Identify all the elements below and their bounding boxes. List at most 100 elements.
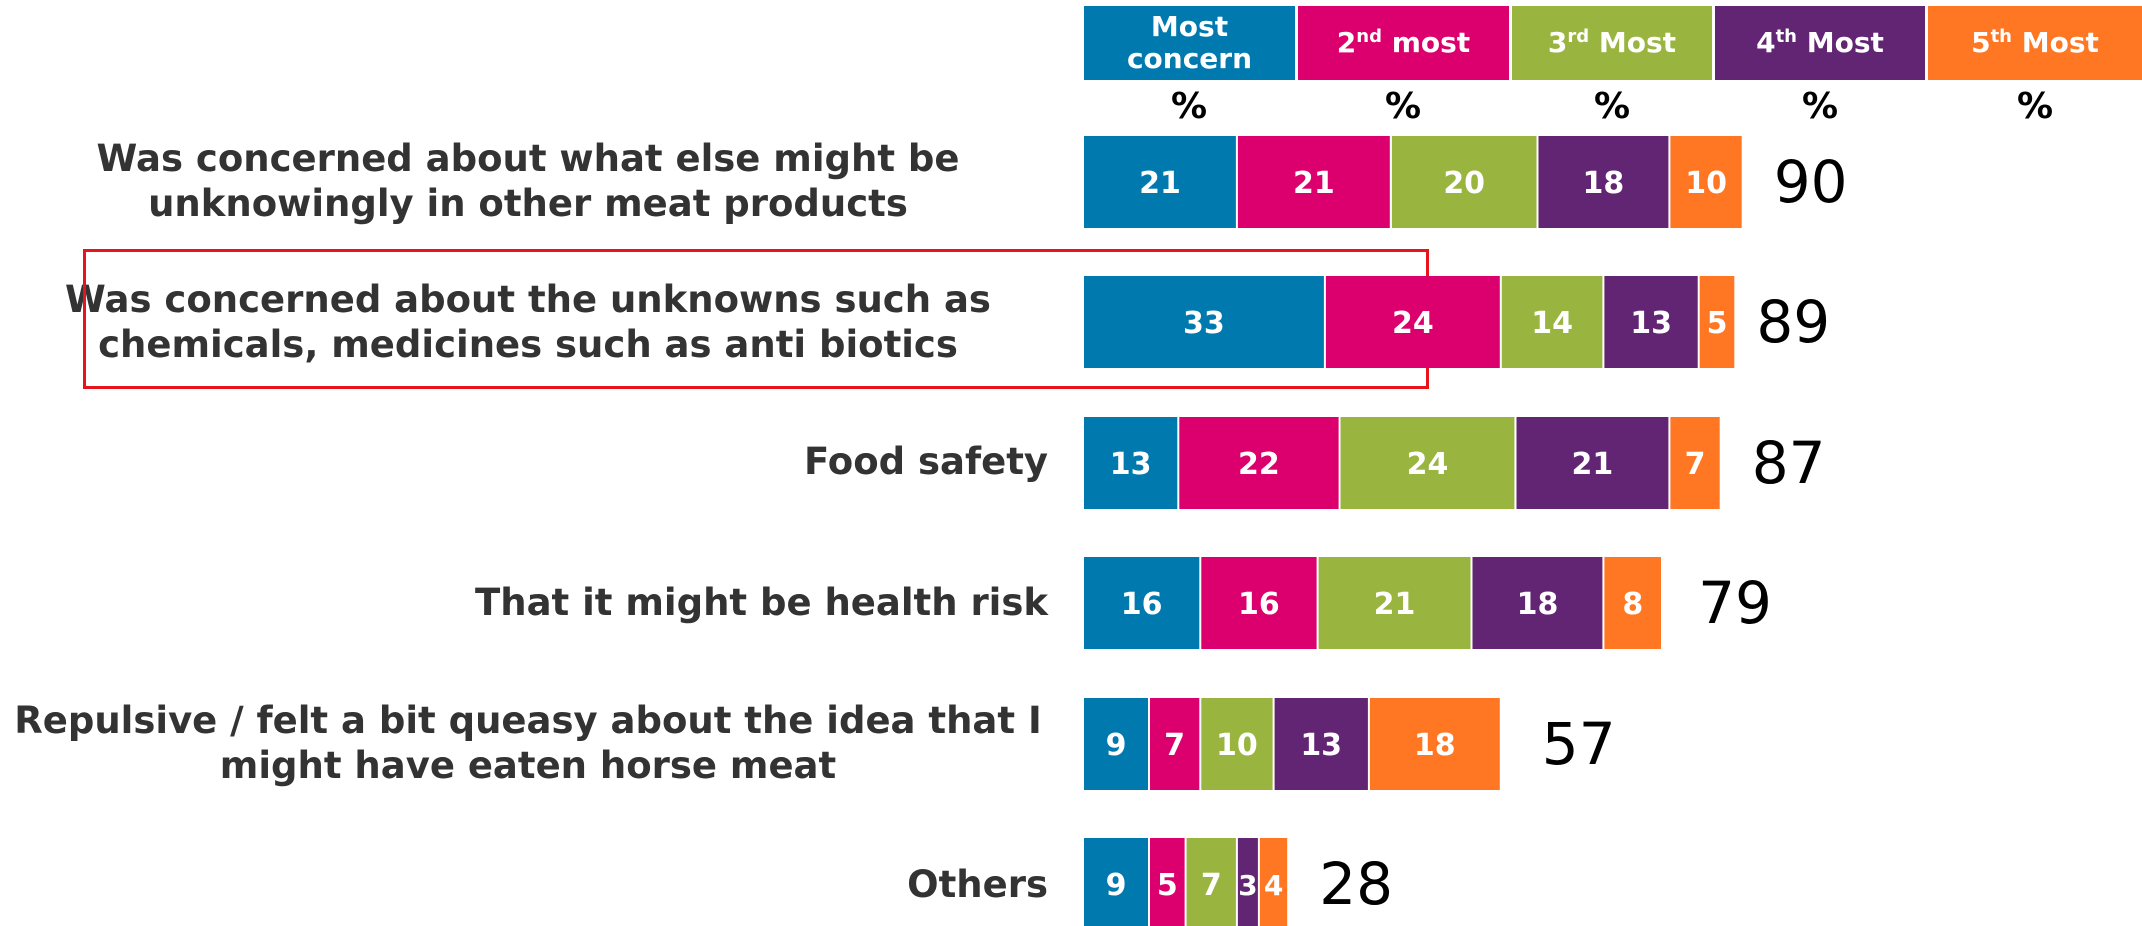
category-label-2: Food safety — [804, 440, 1048, 483]
legend-3rd-most-label: 3rd Most — [1548, 27, 1676, 59]
legend-most-concern: Most concern — [1084, 6, 1295, 80]
bar-2nd-most-row-4 — [1150, 698, 1200, 790]
bar-label-5th-most-row-4: 18 — [1414, 728, 1456, 763]
bar-most-concern-row-4 — [1084, 698, 1148, 790]
category-label-1-line2: chemicals, medicines such as anti biotic… — [98, 323, 958, 366]
category-label-4-line2: might have eaten horse meat — [219, 744, 837, 787]
bar-label-3rd-most-row-5: 7 — [1201, 868, 1222, 903]
total-label-row-2: 87 — [1752, 429, 1826, 497]
legend-2nd-num: 2 — [1336, 26, 1357, 59]
bar-label-5th-most-row-2: 7 — [1685, 447, 1706, 482]
total-label-row-4: 57 — [1542, 710, 1616, 778]
legend-5th-num: 5 — [1971, 26, 1991, 59]
category-label-0: Was concerned about what else might be u… — [8, 136, 1048, 226]
bar-5th-most-row-4 — [1369, 698, 1500, 790]
bar-label-4th-most-row-4: 13 — [1300, 728, 1342, 763]
category-label-3: That it might be health risk — [474, 581, 1048, 624]
bar-3rd-most-row-4 — [1201, 698, 1273, 790]
category-label-1: Was concerned about the unknowns such as… — [8, 277, 1048, 367]
category-label-4: Repulsive / felt a bit queasy about the … — [8, 698, 1048, 788]
bar-label-3rd-most-row-2: 24 — [1407, 447, 1449, 482]
legend-5th-text: Most — [2012, 26, 2099, 59]
pct-unit-3: % — [1593, 86, 1631, 127]
legend-5th-most-label: 5th Most — [1971, 27, 2099, 59]
legend-4th-sup: th — [1775, 26, 1797, 47]
legend-2nd-text: most — [1381, 26, 1471, 59]
bar-label-3rd-most-row-3: 21 — [1374, 587, 1416, 622]
legend-2nd-most: 2nd most — [1298, 6, 1509, 80]
legend-5th-most: 5th Most — [1928, 6, 2142, 80]
bar-2nd-most-row-3 — [1201, 557, 1317, 649]
bar-label-4th-most-row-3: 18 — [1517, 587, 1559, 622]
legend-2nd-sup: nd — [1356, 26, 1382, 47]
bar-2nd-most-row-2 — [1179, 417, 1339, 509]
bar-most-concern-row-1 — [1084, 276, 1324, 368]
bar-label-2nd-most-row-4: 7 — [1164, 728, 1185, 763]
bar-label-most-concern-row-3: 16 — [1121, 587, 1163, 622]
bar-label-2nd-most-row-1: 24 — [1392, 306, 1434, 341]
bar-label-5th-most-row-3: 8 — [1622, 587, 1643, 622]
bar-2nd-most-row-0 — [1237, 136, 1390, 228]
bar-label-3rd-most-row-1: 14 — [1531, 306, 1573, 341]
pct-unit-4: % — [1801, 86, 1839, 127]
bar-3rd-most-row-1 — [1501, 276, 1603, 368]
bar-label-most-concern-row-1: 33 — [1183, 306, 1225, 341]
category-label-5: Others — [907, 863, 1048, 906]
bar-5th-most-row-5 — [1259, 838, 1288, 926]
bar-4th-most-row-2 — [1516, 417, 1669, 509]
bar-most-concern-row-5 — [1084, 838, 1148, 926]
bar-4th-most-row-5 — [1237, 838, 1258, 926]
bar-label-2nd-most-row-3: 16 — [1238, 587, 1280, 622]
bar-label-most-concern-row-2: 13 — [1110, 447, 1152, 482]
bar-4th-most-row-3 — [1472, 557, 1603, 649]
bar-label-3rd-most-row-0: 20 — [1443, 166, 1485, 201]
bar-label-most-concern-row-5: 9 — [1106, 868, 1127, 903]
bar-most-concern-row-3 — [1084, 557, 1200, 649]
legend-3rd-text: Most — [1589, 26, 1677, 59]
category-label-1-line1: Was concerned about the unknowns such as — [65, 278, 991, 321]
legend-3rd-most: 3rd Most — [1512, 6, 1712, 80]
total-label-row-5: 28 — [1319, 850, 1393, 918]
legend-4th-num: 4 — [1756, 26, 1776, 59]
pct-unit-2: % — [1384, 86, 1422, 127]
bar-label-5th-most-row-0: 10 — [1685, 166, 1727, 201]
bar-5th-most-row-0 — [1670, 136, 1742, 228]
bar-label-3rd-most-row-4: 10 — [1216, 728, 1258, 763]
bar-2nd-most-row-1 — [1325, 276, 1500, 368]
legend-3rd-sup: rd — [1567, 26, 1590, 47]
category-label-0-line1: Was concerned about what else might be — [96, 137, 960, 180]
legend-4th-text: Most — [1797, 26, 1884, 59]
legend-3rd-num: 3 — [1547, 26, 1568, 59]
bar-label-2nd-most-row-0: 21 — [1293, 166, 1335, 201]
bar-4th-most-row-1 — [1604, 276, 1698, 368]
bar-most-concern-row-2 — [1084, 417, 1178, 509]
legend-2nd-most-label: 2nd most — [1337, 27, 1470, 59]
bar-label-2nd-most-row-5: 5 — [1157, 868, 1178, 903]
bar-label-4th-most-row-5: 3 — [1238, 869, 1257, 902]
bar-most-concern-row-0 — [1084, 136, 1236, 228]
bar-3rd-most-row-5 — [1186, 838, 1236, 926]
bar-4th-most-row-4 — [1274, 698, 1368, 790]
bar-5th-most-row-2 — [1670, 417, 1720, 509]
bar-5th-most-row-3 — [1604, 557, 1661, 649]
bar-label-most-concern-row-4: 9 — [1106, 728, 1127, 763]
bar-label-4th-most-row-0: 18 — [1583, 166, 1625, 201]
legend-4th-most: 4th Most — [1715, 6, 1925, 80]
bar-3rd-most-row-3 — [1318, 557, 1471, 649]
pct-unit-5: % — [2016, 86, 2054, 127]
bar-3rd-most-row-2 — [1340, 417, 1515, 509]
bar-label-4th-most-row-1: 13 — [1630, 306, 1672, 341]
legend-4th-most-label: 4th Most — [1756, 27, 1884, 59]
bar-2nd-most-row-5 — [1150, 838, 1185, 926]
legend-5th-sup: th — [1990, 26, 2012, 47]
bar-5th-most-row-1 — [1699, 276, 1735, 368]
bar-label-5th-most-row-5: 4 — [1264, 869, 1283, 902]
bar-3rd-most-row-0 — [1391, 136, 1537, 228]
legend-most-concern-label: Most concern — [1126, 10, 1253, 75]
total-label-row-3: 79 — [1698, 569, 1772, 637]
pct-unit-1: % — [1170, 86, 1208, 127]
bar-label-4th-most-row-2: 21 — [1572, 447, 1614, 482]
bar-label-most-concern-row-0: 21 — [1139, 166, 1181, 201]
category-label-0-line2: unknowingly in other meat products — [148, 182, 908, 225]
